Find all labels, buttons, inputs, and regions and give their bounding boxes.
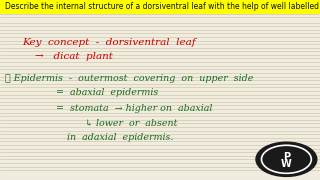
Text: →   dicat  plant: → dicat plant <box>35 52 113 61</box>
Text: ① Epidermis  -  outermost  covering  on  upper  side: ① Epidermis - outermost covering on uppe… <box>5 74 253 83</box>
Text: ↳ lower  or  absent: ↳ lower or absent <box>85 119 177 128</box>
Text: Key  concept  -  dorsiventral  leaf: Key concept - dorsiventral leaf <box>22 38 196 47</box>
Bar <box>0 0 320 14</box>
Text: P: P <box>283 152 290 162</box>
Text: Describe the internal structure of a dorsiventral leaf with the help of well lab: Describe the internal structure of a dor… <box>5 2 320 11</box>
Text: W: W <box>281 159 292 169</box>
Text: =  abaxial  epidermis: = abaxial epidermis <box>56 88 158 97</box>
Circle shape <box>256 142 317 176</box>
Text: in  adaxial  epidermis.: in adaxial epidermis. <box>67 133 173 142</box>
Text: =  stomata  → higher on  abaxial: = stomata → higher on abaxial <box>56 104 212 113</box>
